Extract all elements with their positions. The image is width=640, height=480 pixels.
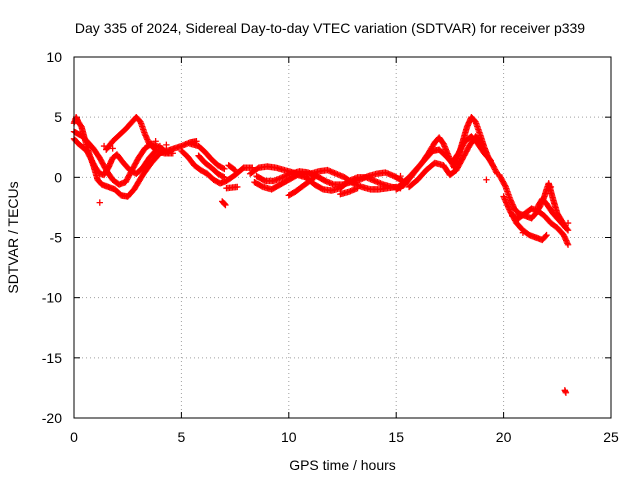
data-point bbox=[477, 139, 485, 146]
data-point bbox=[501, 182, 509, 189]
data-point bbox=[90, 160, 97, 167]
data-point bbox=[231, 166, 239, 174]
data-point bbox=[222, 201, 229, 209]
data-point bbox=[310, 174, 317, 182]
data-point bbox=[486, 156, 493, 163]
data-point bbox=[483, 176, 490, 183]
x-tick-label: 0 bbox=[70, 429, 78, 445]
data-point bbox=[491, 164, 498, 172]
data-point bbox=[87, 156, 95, 163]
axis-ticks: 0 5 10 15 20 25 -20 -15 -10 -5 0 5 10 bbox=[42, 49, 619, 445]
data-point bbox=[564, 219, 572, 227]
chart-title: Day 335 of 2024, Sidereal Day-to-day VTE… bbox=[75, 20, 585, 36]
data-point bbox=[100, 142, 108, 150]
y-tick-label: -10 bbox=[42, 290, 62, 306]
x-axis-label: GPS time / hours bbox=[289, 457, 396, 473]
x-tick-label: 20 bbox=[496, 429, 512, 445]
data-point bbox=[547, 183, 555, 191]
data-point bbox=[397, 172, 404, 180]
data-point bbox=[562, 389, 570, 396]
data-point bbox=[487, 157, 494, 164]
y-tick-label: 0 bbox=[54, 169, 62, 185]
data-point bbox=[563, 226, 571, 233]
data-point bbox=[152, 138, 159, 145]
data-point bbox=[311, 174, 318, 181]
data-point bbox=[109, 145, 116, 152]
data-point bbox=[221, 200, 228, 208]
data-point bbox=[89, 158, 96, 166]
data-point bbox=[90, 161, 98, 169]
y-tick-label: 5 bbox=[54, 109, 62, 125]
data-point bbox=[96, 199, 103, 206]
y-tick-label: -20 bbox=[42, 410, 62, 426]
data-point bbox=[543, 231, 550, 239]
data-point bbox=[478, 140, 486, 147]
data-point bbox=[86, 153, 93, 160]
data-point bbox=[230, 166, 238, 173]
data-point bbox=[163, 141, 170, 149]
data-point bbox=[221, 165, 228, 173]
data-point bbox=[564, 227, 572, 234]
data-point bbox=[489, 162, 497, 169]
data-point bbox=[490, 163, 497, 170]
data-point bbox=[492, 167, 499, 175]
data-point bbox=[85, 150, 92, 157]
data-point bbox=[87, 154, 94, 162]
x-tick-label: 5 bbox=[178, 429, 186, 445]
data-point bbox=[85, 151, 93, 159]
data-point bbox=[219, 164, 227, 172]
data-point bbox=[169, 150, 177, 157]
data-point bbox=[83, 147, 91, 155]
plot-frame bbox=[73, 56, 612, 419]
x-tick-label: 15 bbox=[388, 429, 404, 445]
x-tick-label: 10 bbox=[281, 429, 297, 445]
data-point bbox=[564, 241, 572, 248]
data-point bbox=[88, 157, 96, 164]
data-point bbox=[156, 142, 164, 150]
y-tick-label: 10 bbox=[46, 49, 62, 65]
data-point bbox=[491, 166, 499, 173]
data-point bbox=[519, 229, 527, 236]
data-point bbox=[354, 184, 361, 192]
data-point bbox=[84, 149, 91, 156]
data-point bbox=[219, 173, 227, 180]
y-axis-label: SDTVAR / TECUs bbox=[5, 181, 21, 293]
data-point bbox=[234, 183, 241, 191]
y-tick-label: -15 bbox=[42, 350, 62, 366]
data-points bbox=[70, 113, 572, 396]
data-point bbox=[221, 174, 228, 181]
y-tick-label: -5 bbox=[50, 230, 63, 246]
data-point bbox=[542, 232, 549, 240]
data-point bbox=[193, 138, 200, 145]
x-tick-label: 25 bbox=[603, 429, 619, 445]
